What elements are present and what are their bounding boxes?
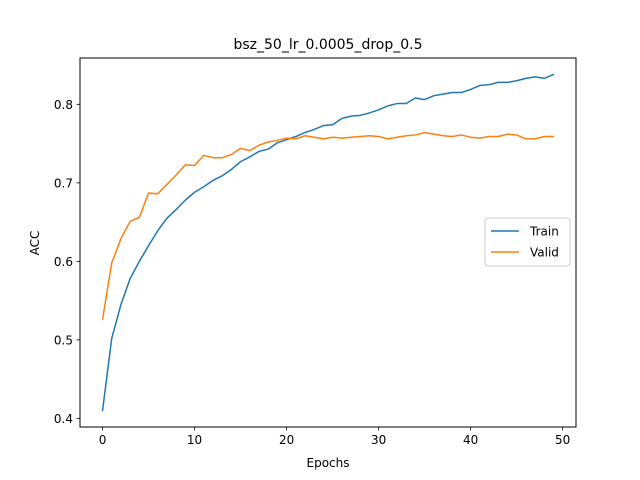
plot-frame <box>79 57 577 428</box>
chart-title: bsz_50_lr_0.0005_drop_0.5 <box>233 37 422 53</box>
series-line-valid <box>101 131 555 321</box>
x-tick-label: 10 <box>187 433 202 447</box>
y-tick-label: 0.6 <box>54 255 73 269</box>
legend-box <box>484 217 571 267</box>
y-tick-label: 0.4 <box>54 412 73 426</box>
y-tick-label: 0.7 <box>54 176 73 190</box>
x-tick-label: 50 <box>555 433 570 447</box>
legend-label-valid: Valid <box>530 246 559 260</box>
y-tick-label: 0.5 <box>54 333 73 347</box>
x-axis: 0 10 20 30 40 50 <box>99 427 570 447</box>
y-axis: 0.4 0.5 0.6 0.7 0.8 <box>54 98 80 426</box>
y-axis-label: ACC <box>28 231 42 256</box>
x-tick-label: 40 <box>463 433 478 447</box>
legend: Train Valid <box>484 217 571 267</box>
x-tick-label: 30 <box>371 433 386 447</box>
x-tick-label: 20 <box>279 433 294 447</box>
x-tick-label: 0 <box>99 433 107 447</box>
y-tick-label: 0.8 <box>54 98 73 112</box>
series-line-train <box>101 73 555 412</box>
x-axis-label: Epochs <box>307 456 350 470</box>
series-layer <box>101 73 555 412</box>
legend-label-train: Train <box>529 225 559 239</box>
